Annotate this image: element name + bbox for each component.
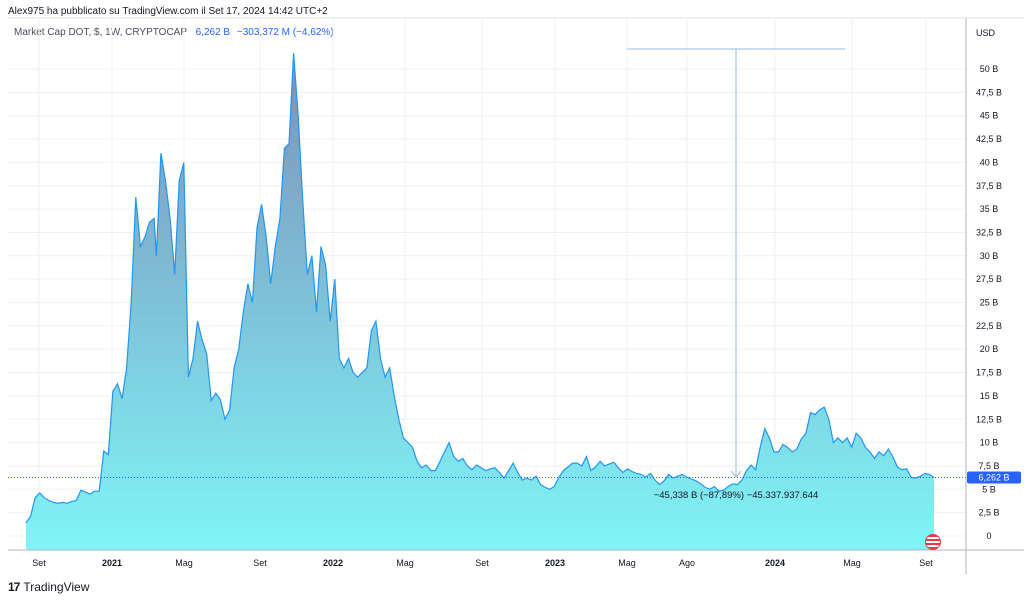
footer-brand: TradingView [23, 580, 90, 594]
x-tick-label: Set [32, 558, 46, 568]
y-tick-label: 40 B [980, 157, 999, 167]
y-tick-label: 47,5 B [976, 87, 1002, 97]
measure-label: −45,338 B (−87,89%) −45.337.937.644 [654, 490, 819, 501]
series-line [25, 53, 935, 524]
legend-value: 6,262 B [195, 27, 231, 38]
last-price-label: 6,262 B [978, 473, 1009, 483]
y-tick-label: 20 B [980, 344, 999, 354]
y-tick-label: 37,5 B [976, 181, 1002, 191]
legend-change: −303,372 M (−4,62%) [236, 27, 334, 38]
y-tick-label: 25 B [980, 298, 999, 308]
measure-tool[interactable]: −45,338 B (−87,89%) −45.337.937.644 [627, 48, 845, 501]
y-tick-label: 27,5 B [976, 274, 1002, 284]
x-tick-label: Set [253, 558, 267, 568]
y-tick-label: 42,5 B [976, 134, 1002, 144]
x-tick-label: 2024 [765, 558, 785, 568]
x-tick-label: Ago [679, 558, 695, 568]
area-fill [26, 53, 934, 550]
area-layer [8, 53, 966, 550]
measure-arrow [730, 470, 742, 478]
tradingview-logo-icon: 17 [8, 580, 20, 594]
y-tick-label: 0 [986, 531, 991, 541]
x-tick-label: Set [919, 558, 933, 568]
x-tick-label: 2023 [545, 558, 565, 568]
y-tick-label: 22,5 B [976, 321, 1002, 331]
y-tick-label: 50 B [980, 64, 999, 74]
last-price-badge [967, 471, 1021, 484]
x-tick-label: Mag [843, 558, 861, 568]
currency-label: USD [976, 28, 996, 38]
y-tick-label: 12,5 B [976, 414, 1002, 424]
chart-legend: Market Cap DOT, $, 1W, CRYPTOCAP 6,262 B… [14, 27, 334, 38]
y-tick-label: 35 B [980, 204, 999, 214]
x-tick-label: 2021 [102, 558, 122, 568]
x-tick-label: Mag [396, 558, 414, 568]
x-tick-label: Mag [618, 558, 636, 568]
legend-symbol: Market Cap DOT, $, 1W, CRYPTOCAP [14, 27, 187, 38]
y-tick-label: 10 B [980, 438, 999, 448]
x-tick-label: Mag [175, 558, 193, 568]
us-flag-icon[interactable] [925, 534, 941, 550]
y-tick-label: 45 B [980, 111, 999, 121]
x-tick-label: 2022 [323, 558, 343, 568]
publication-header: Alex975 ha pubblicato su TradingView.com… [8, 6, 328, 17]
y-tick-label: 32,5 B [976, 227, 1002, 237]
y-tick-label: 2,5 B [978, 508, 999, 518]
tradingview-footer[interactable]: 17 TradingView [8, 580, 89, 594]
y-tick-label: 5 B [982, 484, 996, 494]
x-tick-label: Set [475, 558, 489, 568]
axes: 0 2,5 B 5 B 7,5 B 10 B 12,5 B 15 B 17,5 B 20 B 22… [8, 17, 1024, 574]
y-tick-label: 30 B [980, 251, 999, 261]
y-tick-label: 7,5 B [978, 461, 999, 471]
y-tick-label: 15 B [980, 391, 999, 401]
y-tick-label: 17,5 B [976, 368, 1002, 378]
